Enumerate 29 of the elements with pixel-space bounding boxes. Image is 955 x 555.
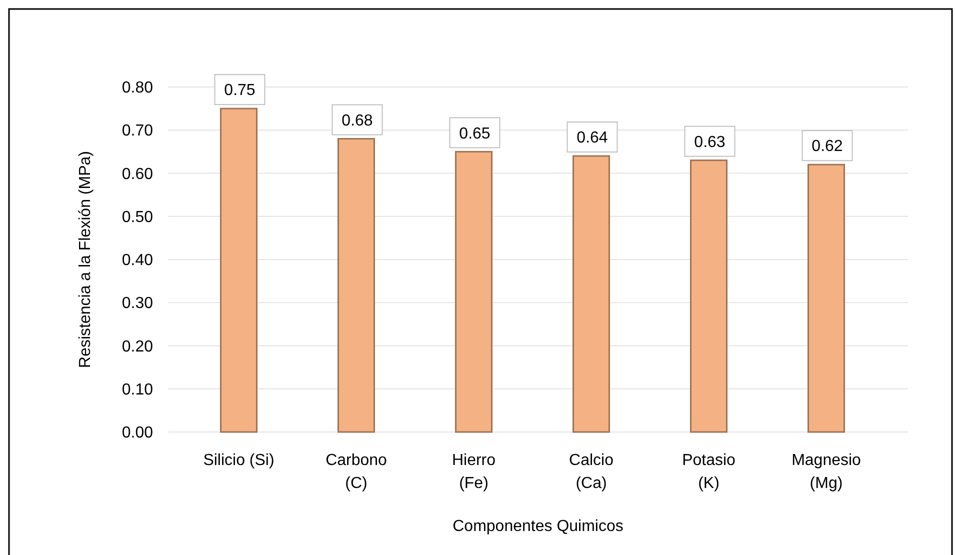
bar — [572, 155, 610, 433]
data-label: 0.65 — [459, 125, 490, 142]
y-tick-label: 0.70 — [122, 122, 154, 140]
y-tick-label: 0.60 — [122, 166, 154, 183]
bar — [455, 150, 492, 433]
data-label: 0.62 — [812, 138, 843, 156]
x-tick-label: Carbono (C) — [326, 452, 388, 492]
bar — [338, 138, 375, 433]
x-axis-title: Componentes Quimicos — [452, 518, 624, 535]
data-label: 0.68 — [342, 112, 373, 130]
y-tick-label: 0.20 — [122, 338, 154, 356]
y-tick-label: 0.00 — [122, 424, 154, 442]
y-tick-label: 0.50 — [122, 208, 154, 226]
x-tick-label: Silicio (Si) — [203, 452, 274, 469]
bar — [808, 164, 845, 433]
x-tick-label: Magnesio (Mg) — [792, 452, 862, 492]
bar — [220, 108, 258, 433]
data-label: 0.64 — [576, 130, 608, 147]
x-tick-label: Hierro (Fe) — [452, 452, 496, 492]
y-axis-title: Resistencia a la Flexión (MPa) — [77, 151, 94, 368]
y-tick-label: 0.30 — [122, 295, 154, 312]
data-label: 0.75 — [224, 82, 256, 100]
y-tick-label: 0.40 — [122, 252, 154, 270]
x-tick-label: Calcio (Ca) — [569, 452, 614, 492]
data-label: 0.63 — [694, 134, 726, 151]
bar — [690, 160, 728, 433]
y-tick-label: 0.80 — [122, 80, 154, 97]
x-tick-label: Potasio (K) — [682, 452, 736, 492]
y-tick-label: 0.10 — [122, 381, 154, 398]
